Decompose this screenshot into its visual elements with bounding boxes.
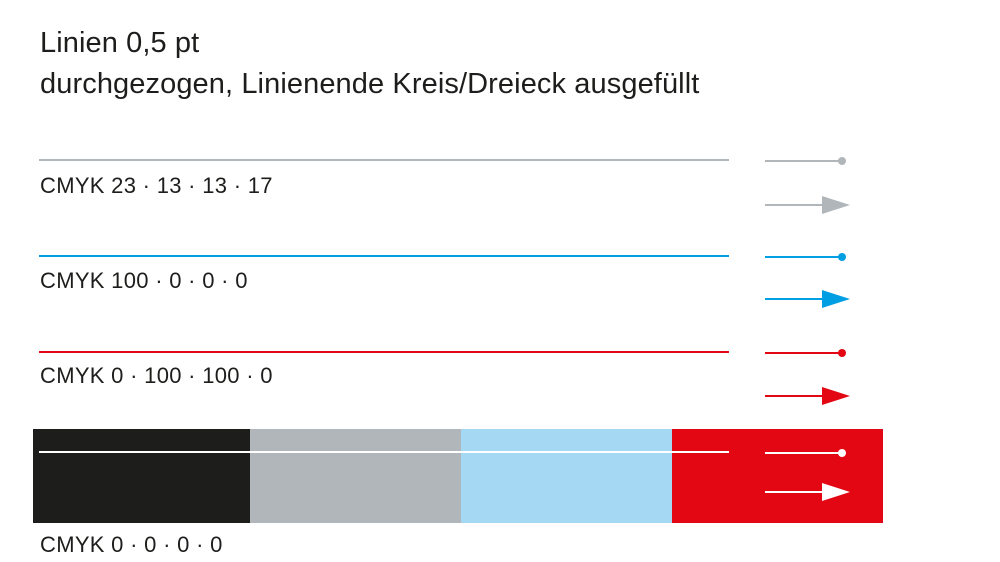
red-cmyk-label: CMYK 0 · 100 · 100 · 0 (40, 363, 273, 388)
grey-line (39, 159, 729, 161)
white-line (39, 451, 729, 453)
blue-arrow-end (822, 290, 850, 308)
title-line-1: Linien 0,5 pt (40, 27, 200, 59)
band-light-blue (461, 429, 672, 523)
grey-arrow-end (822, 196, 850, 214)
white-circle-end (838, 449, 846, 457)
blue-cmyk-label: CMYK 100 · 0 · 0 · 0 (40, 268, 248, 293)
title-line-2: durchgezogen, Linienende Kreis/Dreieck a… (40, 68, 700, 100)
white-arrow-end (822, 483, 850, 501)
band-red (672, 429, 883, 523)
white-cmyk-label: CMYK 0 · 0 · 0 · 0 (40, 532, 223, 557)
red-circle-end (838, 349, 846, 357)
red-line (39, 351, 729, 353)
red-arrow-end (822, 387, 850, 405)
grey-circle-end (838, 157, 846, 165)
band-black (33, 429, 250, 523)
white-line-ends (765, 449, 850, 501)
blue-circle-end (838, 253, 846, 261)
red-line-ends (765, 349, 850, 405)
grey-cmyk-label: CMYK 23 · 13 · 13 · 17 (40, 173, 273, 198)
grey-line-ends (765, 157, 850, 214)
blue-line-ends (765, 253, 850, 308)
band-grey (250, 429, 461, 523)
blue-line (39, 255, 729, 257)
